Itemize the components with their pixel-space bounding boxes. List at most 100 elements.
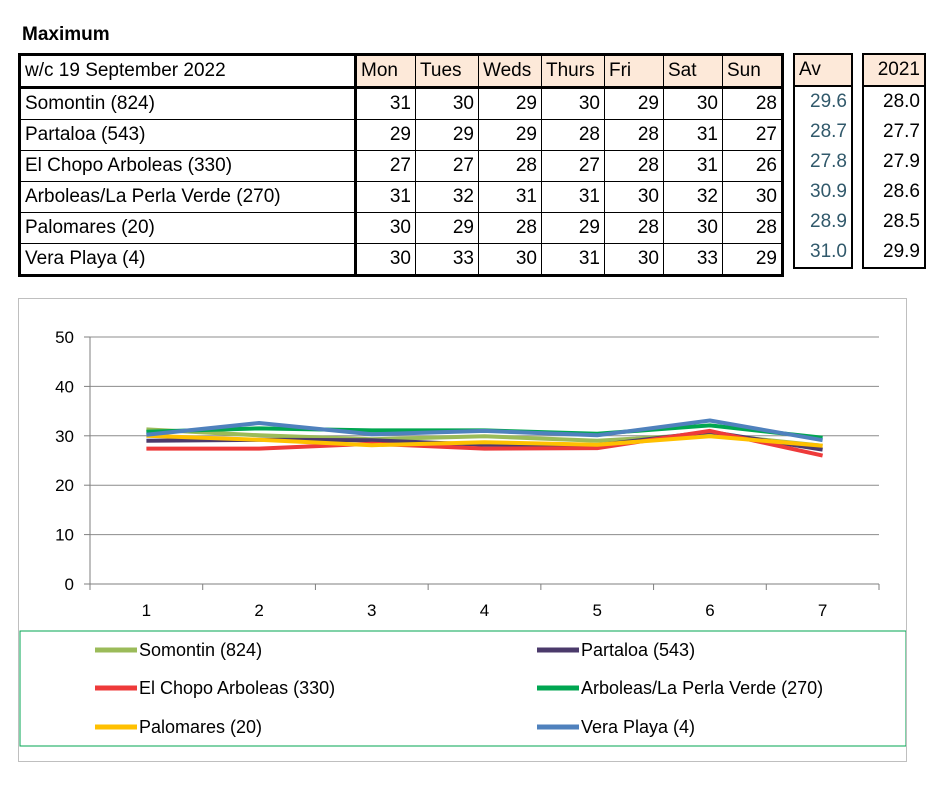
average-cell: 27.8 [793, 147, 853, 177]
day-header: Weds [478, 53, 542, 89]
average-cell: 30.9 [793, 177, 853, 207]
day-header: Tues [415, 53, 479, 89]
temperature-cell: 30 [604, 181, 664, 213]
temperature-cell: 28 [478, 212, 542, 244]
temperature-cell: 29 [541, 212, 605, 244]
table-row: Somontin (824) 31 30 29 30 29 30 28 [18, 87, 784, 120]
temperature-cell: 30 [663, 87, 723, 120]
site-name: Vera Playa (4) [18, 243, 357, 277]
temperature-cell: 28 [478, 150, 542, 182]
y-tick-label: 10 [55, 526, 74, 545]
table-header-row: w/c 19 September 2022 Mon Tues Weds Thurs Fri… [18, 53, 784, 89]
day-header: Sun [722, 53, 784, 89]
day-header: Sat [663, 53, 723, 89]
y-tick-label: 40 [55, 377, 74, 396]
table-row: 28.5 [862, 207, 926, 237]
temperature-cell: 31 [355, 87, 416, 120]
table-row: Palomares (20) 30 29 28 29 28 30 28 [18, 212, 784, 244]
temperature-cell: 31 [663, 119, 723, 151]
table-row: 29.9 [862, 237, 926, 269]
day-header: Fri [604, 53, 664, 89]
temperature-cell: 28 [541, 119, 605, 151]
temperature-cell: 31 [663, 150, 723, 182]
temperature-cell: 27 [541, 150, 605, 182]
legend-label: Partaloa (543) [581, 640, 695, 660]
temperature-cell: 31 [541, 243, 605, 277]
temperature-cell: 29 [722, 243, 784, 277]
series-line [146, 418, 823, 443]
x-tick-label: 3 [367, 601, 376, 620]
table-row: 29.6 [793, 86, 853, 117]
table-row: 31.0 [793, 237, 853, 269]
temperature-cell: 27 [415, 150, 479, 182]
temperature-cell: 27 [722, 119, 784, 151]
x-tick-label: 6 [705, 601, 714, 620]
table-row: Partaloa (543) 29 29 29 28 28 31 27 [18, 119, 784, 151]
table-row: El Chopo Arboleas (330) 27 27 28 27 28 31 26 [18, 150, 784, 182]
temperature-cell: 31 [541, 181, 605, 213]
y-tick-label: 0 [65, 575, 74, 594]
year-2021-header: 2021 [862, 53, 926, 87]
table-row: Vera Playa (4) 30 33 30 31 30 33 29 [18, 243, 784, 277]
temperature-cell: 32 [663, 181, 723, 213]
legend-label: Arboleas/La Perla Verde (270) [581, 678, 823, 698]
temperature-cell: 30 [355, 243, 416, 277]
y-tick-label: 20 [55, 476, 74, 495]
temperature-cell: 29 [415, 212, 479, 244]
average-cell: 28.7 [793, 117, 853, 147]
temperature-cell: 33 [663, 243, 723, 277]
temperature-cell: 30 [478, 243, 542, 277]
table-row: 2021 [862, 53, 926, 87]
legend-label: El Chopo Arboleas (330) [139, 678, 335, 698]
temperature-cell: 30 [663, 212, 723, 244]
table-row: 28.0 [862, 86, 926, 117]
x-tick-label: 1 [142, 601, 151, 620]
site-name: Somontin (824) [18, 87, 357, 120]
temperature-cell: 28 [722, 212, 784, 244]
average-cell: 29.6 [793, 86, 853, 117]
year-2021-cell: 27.7 [862, 117, 926, 147]
series-line [146, 427, 823, 448]
temperature-cell: 30 [355, 212, 416, 244]
y-tick-label: 50 [55, 328, 74, 347]
x-tick-label: 5 [592, 601, 601, 620]
temperature-cell: 30 [604, 243, 664, 277]
series-line [146, 433, 823, 448]
week-label: w/c 19 September 2022 [18, 53, 357, 89]
legend-label: Somontin (824) [139, 640, 262, 660]
table-row: 27.9 [862, 147, 926, 177]
table-row: 28.6 [862, 177, 926, 207]
line-chart: 0 10 20 30 40 50 1 2 3 4 5 6 7 Somontin (824) Partaloa… [18, 298, 907, 762]
x-tick-label: 7 [818, 601, 827, 620]
year-2021-cell: 28.0 [862, 86, 926, 117]
table-heading: Maximum [22, 24, 110, 45]
temperature-cell: 31 [355, 181, 416, 213]
table-row: 28.9 [793, 207, 853, 237]
site-name: El Chopo Arboleas (330) [18, 150, 357, 182]
table-row: Av [793, 53, 853, 87]
temperature-cell: 29 [478, 119, 542, 151]
temperature-cell: 32 [415, 181, 479, 213]
legend-label: Palomares (20) [139, 717, 262, 737]
table-row: 28.7 [793, 117, 853, 147]
site-name: Palomares (20) [18, 212, 357, 244]
year-2021-cell: 28.5 [862, 207, 926, 237]
table-row: Arboleas/La Perla Verde (270) 31 32 31 31 30 3… [18, 181, 784, 213]
average-column-table: Av 29.6 28.7 27.8 30.9 28.9 31.0 [793, 53, 853, 269]
temperature-cell: 29 [604, 87, 664, 120]
legend-label: Vera Playa (4) [581, 717, 695, 737]
temperature-cell: 26 [722, 150, 784, 182]
year-2021-cell: 27.9 [862, 147, 926, 177]
temperature-cell: 28 [604, 212, 664, 244]
day-header: Mon [355, 53, 416, 89]
average-header: Av [793, 53, 853, 87]
weekly-max-table: w/c 19 September 2022 Mon Tues Weds Thurs Fri… [18, 53, 784, 277]
site-name: Arboleas/La Perla Verde (270) [18, 181, 357, 213]
site-name: Partaloa (543) [18, 119, 357, 151]
temperature-cell: 28 [604, 119, 664, 151]
temperature-cell: 31 [478, 181, 542, 213]
temperature-cell: 30 [541, 87, 605, 120]
series-line [146, 428, 824, 458]
y-tick-label: 30 [55, 427, 74, 446]
average-cell: 28.9 [793, 207, 853, 237]
